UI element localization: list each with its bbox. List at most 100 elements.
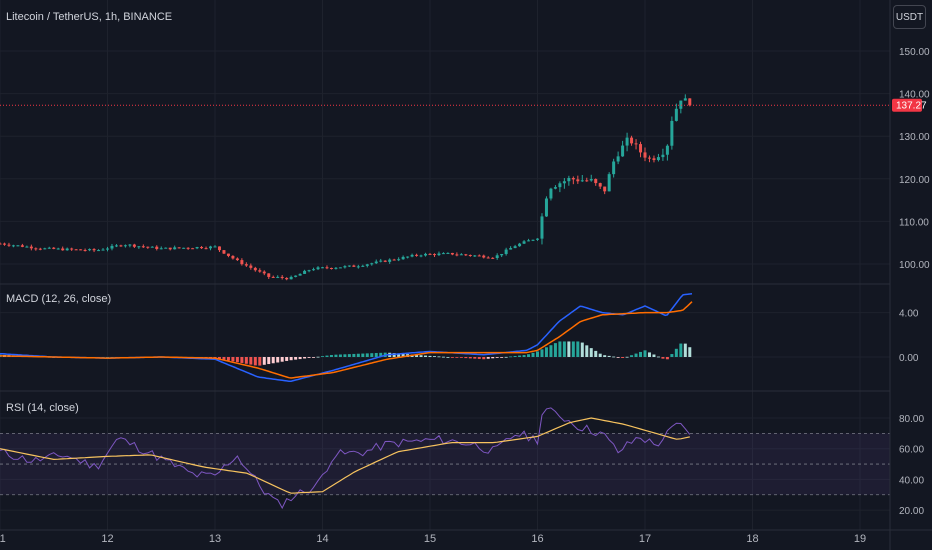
macd-histogram-bar xyxy=(280,357,284,362)
candle-body xyxy=(504,249,508,254)
last-price-badge xyxy=(892,98,922,112)
macd-histogram-bar xyxy=(468,357,472,359)
currency-button[interactable]: USDT xyxy=(893,5,926,29)
candle xyxy=(544,196,548,217)
candle xyxy=(20,243,24,248)
candle-body xyxy=(428,253,432,255)
candle xyxy=(518,242,522,247)
rsi-axis[interactable]: 80.00 60.00 40.00 20.00 xyxy=(899,414,924,517)
macd-histogram-bar xyxy=(607,355,611,357)
price-tick-label: 140.00 xyxy=(899,90,930,101)
candle-body xyxy=(83,249,87,251)
candle xyxy=(200,246,204,250)
candle-body xyxy=(231,255,235,259)
symbol-title[interactable]: Litecoin / TetherUS, 1h, BINANCE xyxy=(6,11,173,23)
candle xyxy=(253,266,257,272)
time-tick-label: 17 xyxy=(639,533,651,545)
candle-body xyxy=(634,143,638,145)
candle-body xyxy=(285,277,289,280)
candle-body xyxy=(656,157,660,161)
macd-histogram-bar xyxy=(244,357,248,364)
macd-histogram-bar xyxy=(482,357,486,360)
macd-histogram-bar xyxy=(361,353,365,357)
candle xyxy=(379,258,383,263)
price-axis[interactable]: 150.00 140.00 130.00 120.00 110.00 100.00 xyxy=(899,47,930,271)
candle xyxy=(294,275,298,278)
candle-body xyxy=(683,98,687,101)
macd-histogram-bar xyxy=(226,357,230,361)
candle xyxy=(347,265,351,268)
candle-body xyxy=(303,270,307,274)
candle-body xyxy=(29,246,33,249)
candle xyxy=(450,252,454,256)
candle xyxy=(383,260,387,263)
candle xyxy=(334,266,338,270)
candle xyxy=(29,244,33,251)
candle-body xyxy=(56,248,60,250)
macd-histogram-bar xyxy=(674,348,678,357)
candle-body xyxy=(455,254,459,256)
candle xyxy=(531,239,535,242)
macd-histogram-bar xyxy=(598,353,602,357)
rsi-tick-label: 80.00 xyxy=(899,414,924,425)
price-tick-label: 150.00 xyxy=(899,47,930,58)
macd-histogram-bar xyxy=(594,350,598,357)
candle xyxy=(2,242,6,246)
candle-body xyxy=(222,250,226,254)
candle xyxy=(361,264,365,267)
candle xyxy=(312,267,316,271)
candle-body xyxy=(437,253,441,256)
candle-body xyxy=(598,183,602,187)
candle-body xyxy=(621,145,625,157)
macd-title[interactable]: MACD (12, 26, close) xyxy=(6,293,112,305)
macd-histogram-bar xyxy=(544,347,548,357)
macd-histogram-bar xyxy=(307,357,311,358)
candle-body xyxy=(244,264,248,266)
rsi-title[interactable]: RSI (14, close) xyxy=(6,402,79,414)
macd-histogram-bar xyxy=(303,357,307,359)
candle xyxy=(397,257,401,262)
candle xyxy=(365,263,369,268)
candle xyxy=(7,242,11,247)
candle-body xyxy=(79,249,83,251)
macd-histogram-bar xyxy=(509,356,513,358)
candle xyxy=(643,147,647,162)
candle-body xyxy=(146,246,150,248)
candle xyxy=(616,151,620,165)
candle-body xyxy=(580,180,584,182)
candle-body xyxy=(325,267,329,269)
candle xyxy=(34,247,38,251)
candle-body xyxy=(159,248,163,250)
candle xyxy=(16,245,20,247)
candle-body xyxy=(20,245,24,247)
candle-body xyxy=(240,260,244,265)
time-axis[interactable]: 11 12 13 14 15 16 17 18 19 xyxy=(0,533,866,545)
candle xyxy=(97,249,101,252)
candle xyxy=(491,257,495,259)
candle-body xyxy=(213,246,217,248)
candle xyxy=(504,247,508,256)
candle xyxy=(634,139,638,150)
candle-body xyxy=(338,267,342,269)
macd-histogram-bar xyxy=(531,352,535,357)
candle xyxy=(419,254,423,258)
candle-body xyxy=(589,179,593,181)
candle-body xyxy=(446,252,450,254)
rsi-line xyxy=(0,407,691,510)
candle-body xyxy=(137,246,141,248)
candle xyxy=(61,246,65,251)
candle-body xyxy=(473,255,477,257)
macd-histogram-bar xyxy=(298,357,302,360)
candle xyxy=(482,254,486,259)
candle xyxy=(670,116,674,150)
macd-axis[interactable]: 4.00 0.00 xyxy=(899,309,919,364)
candle-body xyxy=(334,267,338,269)
candle xyxy=(612,158,616,178)
macd-histogram-bar xyxy=(441,356,445,358)
candle xyxy=(128,243,132,248)
macd-histogram-bar xyxy=(558,341,562,357)
macd-line xyxy=(0,293,693,382)
candle xyxy=(119,244,123,247)
